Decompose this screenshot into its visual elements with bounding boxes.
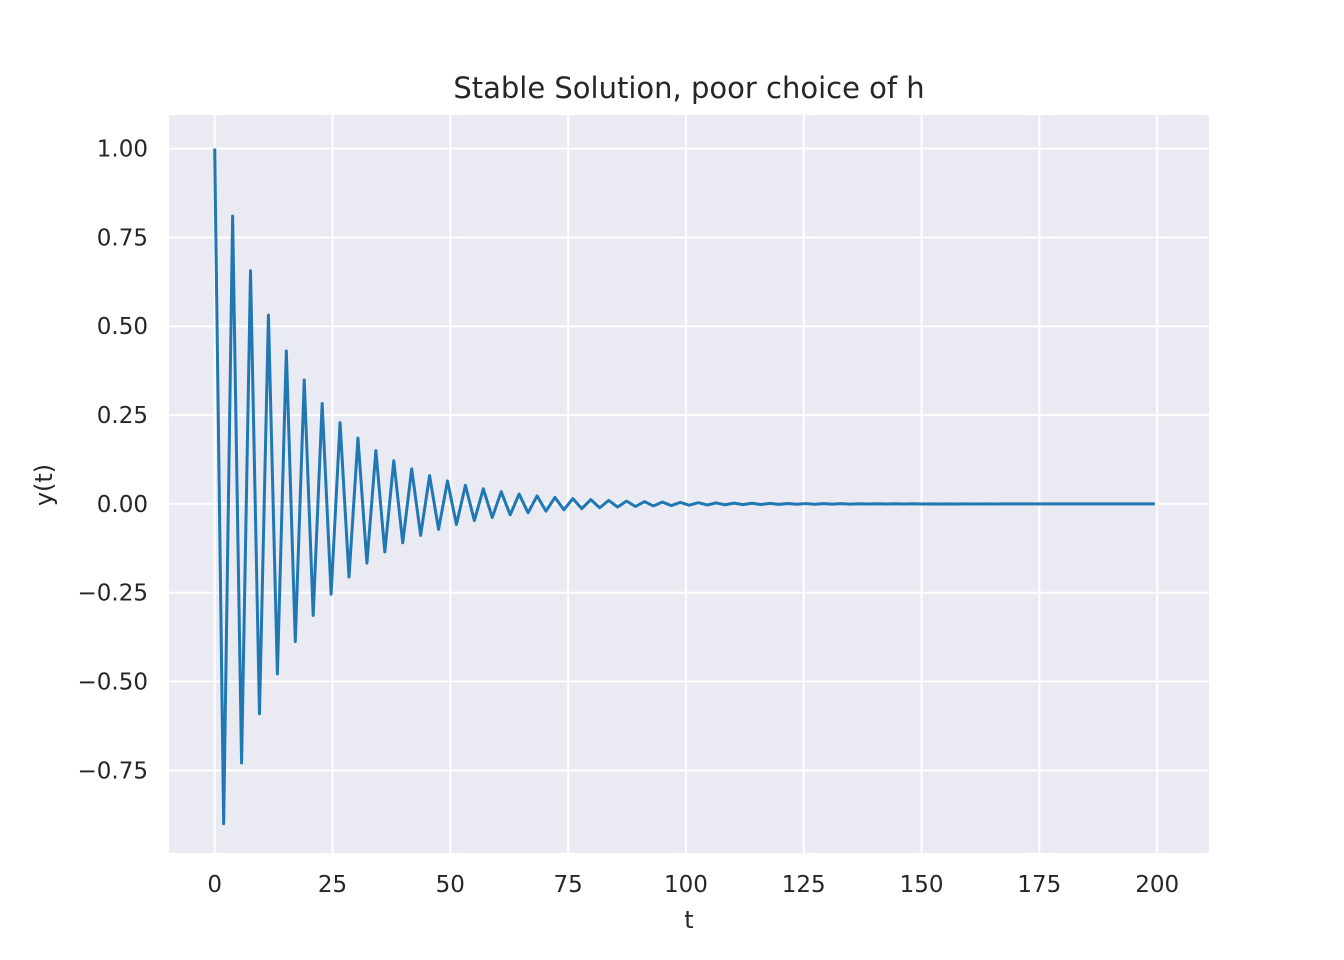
y-tick-label: −0.25 <box>78 581 148 607</box>
x-tick-label: 50 <box>436 872 465 898</box>
x-tick-label: 125 <box>782 872 826 898</box>
y-tick-label: 1.00 <box>97 137 148 163</box>
x-tick-label: 150 <box>900 872 944 898</box>
y-tick-labels: 1.00 0.75 0.50 0.25 0.00 −0.25 −0.50 −0.75 <box>78 137 148 785</box>
y-tick-label: 0.50 <box>97 314 148 340</box>
x-axis-label: t <box>684 906 693 934</box>
x-tick-labels: 0 25 50 75 100 125 150 175 200 <box>207 872 1179 898</box>
y-tick-label: 0.75 <box>97 225 148 251</box>
y-tick-label: 0.25 <box>97 403 148 429</box>
x-tick-label: 25 <box>318 872 347 898</box>
x-tick-label: 100 <box>664 872 708 898</box>
x-tick-label: 75 <box>553 872 582 898</box>
chart-title: Stable Solution, poor choice of h <box>453 71 924 105</box>
y-tick-label: −0.75 <box>78 758 148 784</box>
y-tick-label: −0.50 <box>78 670 148 696</box>
series-line <box>213 148 1155 826</box>
x-tick-label: 175 <box>1017 872 1061 898</box>
x-tick-label: 0 <box>207 872 222 898</box>
y-tick-label: 0.00 <box>97 492 148 518</box>
x-tick-label: 200 <box>1135 872 1179 898</box>
y-axis-label: y(t) <box>30 464 58 506</box>
